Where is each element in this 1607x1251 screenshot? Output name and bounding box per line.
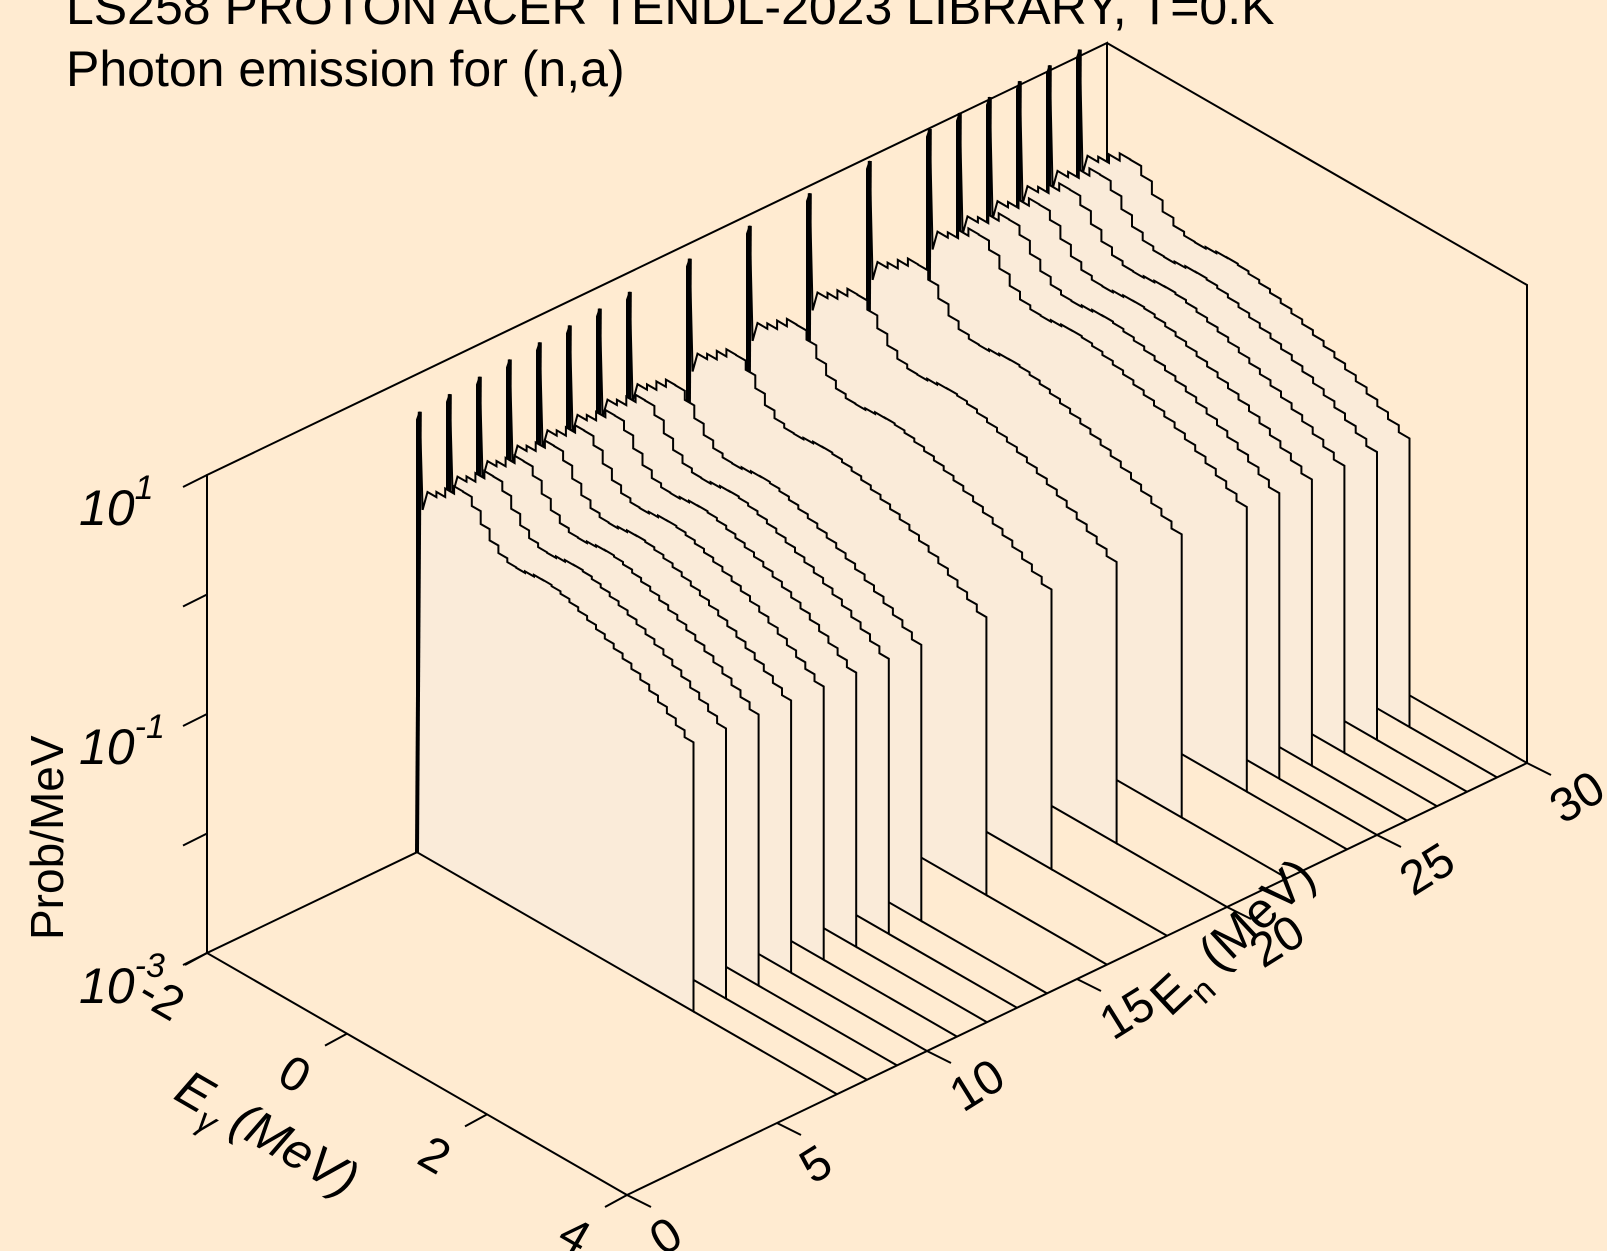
spectrum-baseline (1181, 816, 1288, 880)
spectrum-baseline (1409, 726, 1498, 779)
egamma-tick (604, 1194, 628, 1208)
spectrum-baseline (758, 984, 898, 1067)
spectrum-baseline (1311, 764, 1408, 822)
en-tick (926, 1050, 952, 1064)
en-tick-label: 10 (941, 1049, 1014, 1122)
spectrum-baseline (1246, 790, 1348, 851)
spectrum-baseline (985, 894, 1108, 966)
en-tick-label: 5 (791, 1135, 842, 1194)
en-tick-label: 0 (641, 1207, 692, 1251)
spectrum-baseline (823, 958, 958, 1038)
prob-axis: 10-3 10-1 101 Prob/MeV (21, 469, 208, 1014)
en-tick (626, 1194, 652, 1208)
prob-axis-label: Prob/MeV (21, 735, 73, 940)
egamma-tick-label: 4 (550, 1207, 600, 1251)
en-tick (1226, 906, 1252, 920)
egamma-tick (324, 1032, 348, 1047)
egamma-tick-label: 0 (270, 1045, 320, 1104)
prob-tick-label: 10-3 (79, 947, 165, 1014)
prob-tick (182, 593, 208, 608)
spectrum-baseline (1343, 751, 1438, 808)
egamma-tick (464, 1113, 488, 1128)
prob-tick (182, 832, 208, 847)
spectrum-baseline (920, 920, 1048, 995)
egamma-tick (184, 952, 208, 966)
en-tick (1376, 834, 1402, 848)
egamma-axis-label: Eγ (MeV) (161, 1059, 368, 1217)
spectrum-En-7 (415, 411, 838, 1096)
en-tick (776, 1122, 802, 1136)
spectrum-curve (416, 411, 695, 1014)
spectrum-spike (415, 411, 422, 853)
chart-subtitle: Photon emission for (n,a) (66, 41, 625, 97)
en-tick-label: 25 (1391, 833, 1464, 906)
spectrum-baseline (1051, 868, 1168, 937)
spectrum-baseline (1376, 739, 1468, 793)
chart-title: LS258 PROTON ACER TENDL-2023 LIBRARY, T=… (66, 0, 1275, 35)
spectrum-baseline (1116, 842, 1228, 908)
egamma-tick-label: 2 (410, 1126, 460, 1185)
spectrum-baseline (855, 945, 988, 1024)
spectrum-baseline (888, 933, 1018, 1009)
prob-tick (182, 713, 208, 727)
en-tick (1076, 978, 1102, 992)
spectra-group (415, 49, 1498, 1096)
prob-tick (182, 474, 208, 488)
spectrum-baseline (725, 997, 868, 1081)
en-tick-label: 30 (1541, 761, 1607, 834)
spectrum-baseline (693, 1010, 838, 1096)
prob-tick-label: 10-1 (79, 708, 165, 775)
back-wall-edges (1106, 42, 1528, 763)
spectrum-baseline (790, 971, 928, 1052)
prob-tick-label: 101 (79, 469, 154, 536)
spectrum-baseline (1278, 777, 1378, 836)
en-tick (1526, 762, 1552, 776)
